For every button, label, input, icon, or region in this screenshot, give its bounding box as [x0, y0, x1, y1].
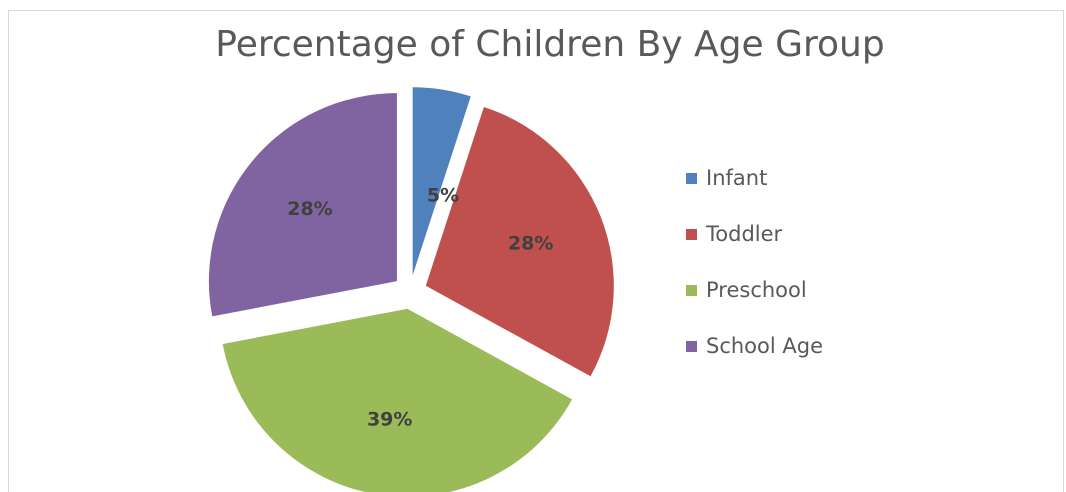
- legend-item-preschool: Preschool: [686, 262, 823, 318]
- legend-swatch: [686, 284, 697, 296]
- legend-label: Infant: [706, 166, 768, 190]
- legend-swatch: [686, 172, 697, 184]
- legend-item-school-age: School Age: [686, 318, 823, 374]
- legend-label: School Age: [706, 334, 824, 358]
- pie-slice-toddler: [425, 106, 614, 377]
- chart-frame: [8, 10, 1064, 492]
- pie-slices: [208, 87, 614, 492]
- chart-title: Percentage of Children By Age Group: [215, 24, 885, 65]
- pie-slice-preschool: [222, 308, 573, 492]
- legend-swatch: [686, 228, 697, 240]
- legend-label: Preschool: [706, 278, 807, 302]
- pie-slice-school-age: [208, 93, 397, 317]
- pie-data-labels: 5% 28% 39% 28%: [287, 185, 553, 431]
- data-label-toddler: 28%: [508, 233, 553, 255]
- data-label-school-age: 28%: [287, 198, 332, 220]
- legend-item-toddler: Toddler: [686, 206, 823, 262]
- legend-label: Toddler: [706, 222, 783, 246]
- data-label-infant: 5%: [427, 185, 459, 207]
- data-label-preschool: 39%: [367, 409, 412, 431]
- legend-item-infant: Infant: [686, 150, 823, 206]
- pie-slice-infant: [412, 87, 471, 276]
- legend-swatch: [686, 340, 697, 352]
- legend: Infant Toddler Preschool School Age: [686, 150, 823, 374]
